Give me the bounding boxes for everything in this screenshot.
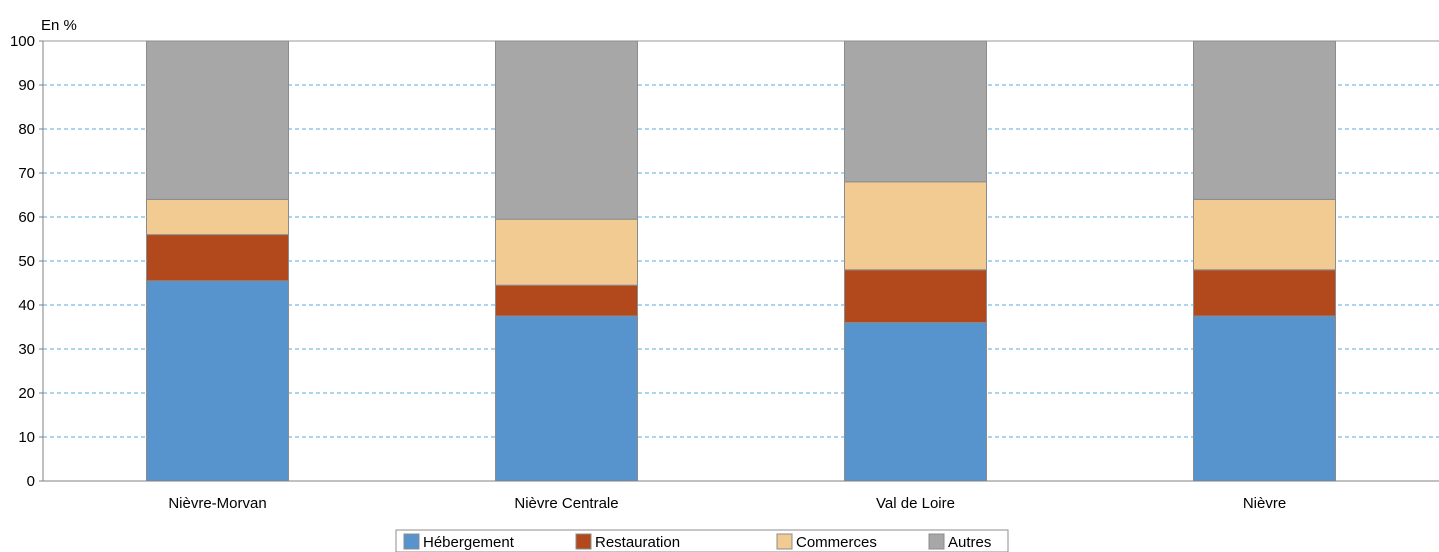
bars [146,40,1336,482]
y-tick-label: 90 [18,77,35,94]
bar-stack-2 [844,40,987,482]
bar-segment-hébergement [146,280,289,482]
legend-box [395,529,1009,552]
y-tick-label: 80 [18,121,35,138]
legend-swatch-autres [928,533,945,550]
bar-segment-hébergement [495,315,638,482]
y-tick-label: 60 [18,209,35,226]
bar-segment-commerces [844,181,987,271]
bar-stack-0 [146,40,289,482]
bar-segment-hébergement [844,322,987,482]
y-axis: 0 10 20 30 40 50 60 70 80 90 100 [10,33,44,490]
y-tick-label: 20 [18,385,35,402]
bar-stack-3 [1193,40,1336,482]
legend-swatch-commerces [776,533,793,550]
bar-segment-commerces [146,198,289,236]
legend-label-autres: Autres [948,534,991,551]
y-tick-label: 100 [10,33,35,50]
y-tick-label: 0 [27,473,35,490]
bar-segment-autres [844,40,987,183]
y-tick-label: 30 [18,341,35,358]
x-axis: Nièvre-Morvan Nièvre Centrale Val de Loire… [43,480,1439,512]
legend-label-restauration: Restauration [595,534,680,551]
bar-stack-1 [495,40,638,482]
y-tick-label: 70 [18,165,35,182]
legend-label-hébergement: Hébergement [423,534,515,551]
legend: Hébergement Restauration Commerces Autres [395,529,1009,552]
bar-segment-commerces [1193,198,1336,271]
y-tick-label: 50 [18,253,35,270]
y-unit-label: En % [41,17,77,34]
bar-segment-hébergement [1193,315,1336,482]
bar-segment-restauration [495,284,638,317]
bar-segment-commerces [495,218,638,286]
y-tick-label: 10 [18,429,35,446]
bar-segment-restauration [1193,269,1336,317]
bar-segment-restauration [146,234,289,282]
x-category-label: Nièvre Centrale [514,495,618,512]
x-category-label: Nièvre-Morvan [168,495,266,512]
bar-segment-autres [146,40,289,200]
legend-swatch-hébergement [403,533,420,550]
bar-segment-restauration [844,269,987,324]
bar-segment-autres [495,40,638,220]
bar-segment-autres [1193,40,1336,200]
legend-swatch-restauration [575,533,592,550]
legend-label-commerces: Commerces [796,534,877,551]
y-tick-label: 40 [18,297,35,314]
x-category-label: Nièvre [1243,495,1286,512]
x-category-label: Val de Loire [876,495,955,512]
